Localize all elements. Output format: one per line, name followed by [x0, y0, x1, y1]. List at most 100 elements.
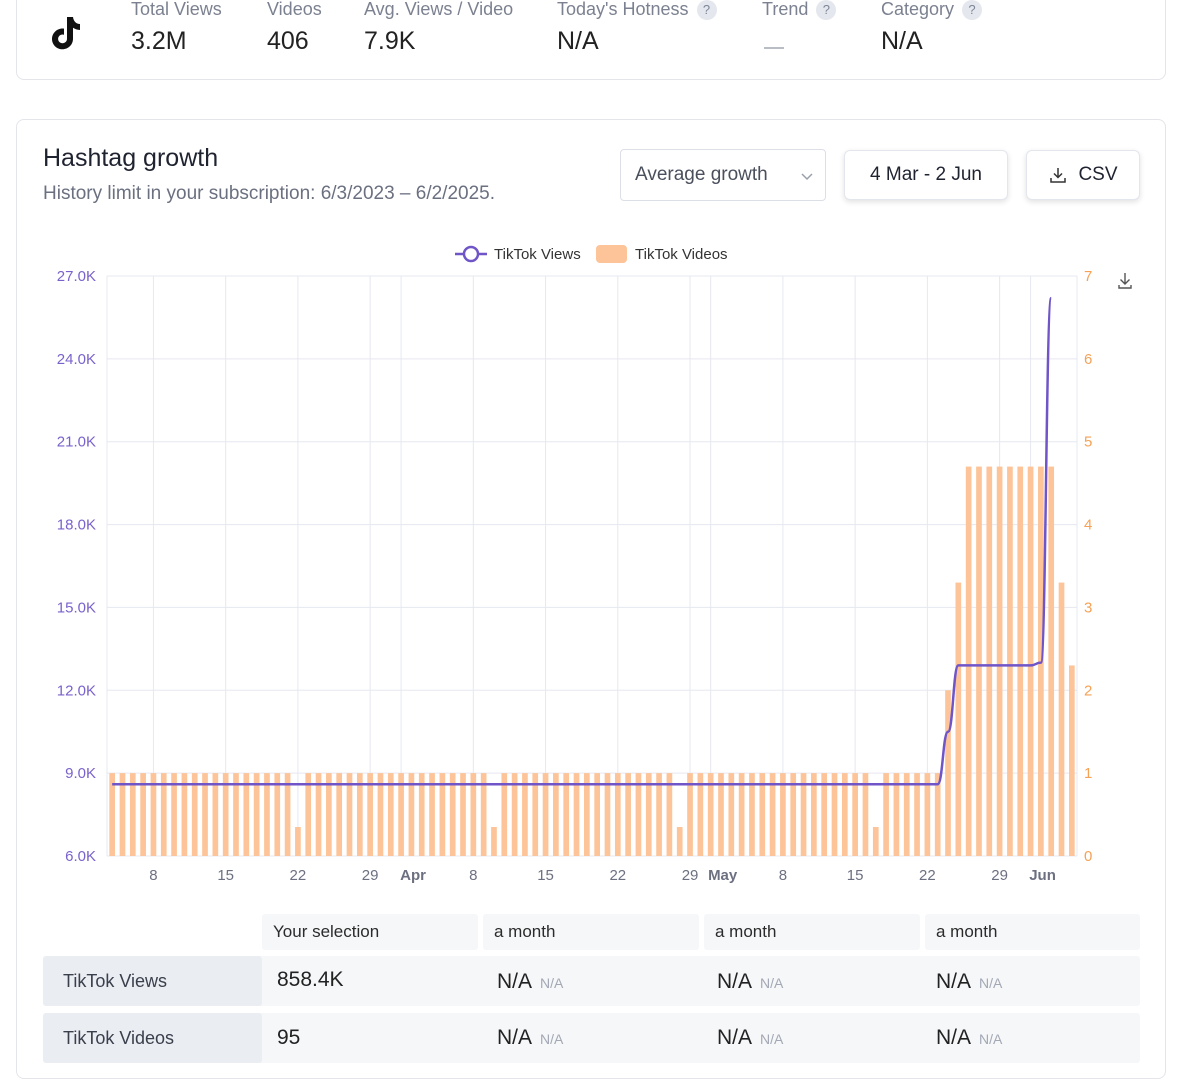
videos-bar: [460, 773, 466, 856]
cell-sub-value: N/A: [540, 975, 564, 991]
y-left-tick-label: 9.0K: [65, 765, 96, 782]
y-left-tick-label: 12.0K: [57, 682, 96, 699]
x-tick-label: 29: [362, 867, 379, 884]
videos-bar: [821, 773, 828, 856]
videos-bar: [356, 773, 363, 856]
row-selection-value: 95: [277, 1026, 301, 1049]
y-left-tick-label: 21.0K: [57, 434, 96, 451]
y-right-tick-label: 1: [1084, 765, 1092, 782]
help-icon[interactable]: ?: [696, 0, 717, 20]
stat-avg-views: Avg. Views / Video 7.9K: [364, 0, 513, 56]
csv-export-button[interactable]: CSV: [1026, 150, 1140, 200]
stat-label: Videos: [267, 0, 322, 19]
stat-value: N/A: [557, 27, 599, 55]
videos-bar: [315, 773, 322, 856]
videos-bar: [645, 773, 652, 856]
y-left-tick-label: 24.0K: [57, 351, 96, 368]
stat-label: Today's Hotness: [557, 0, 689, 19]
videos-bar: [284, 773, 291, 856]
videos-bar: [811, 773, 817, 856]
x-tick-label: 29: [991, 867, 1008, 884]
videos-bar: [470, 773, 477, 856]
date-range-button[interactable]: 4 Mar - 2 Jun: [844, 150, 1008, 200]
growth-chart: 6.0K 9.0K 12.0K 15.0K 18.0K 21.0K 24.0K 27.0K 0 1…: [57, 245, 1132, 884]
stat-value: N/A: [881, 27, 923, 55]
videos-bar: [862, 773, 869, 856]
videos-bar: [542, 773, 549, 856]
y-right-tick-label: 3: [1084, 599, 1092, 616]
y-right-tick-label: 6: [1084, 351, 1092, 368]
row-label: TikTok Videos: [43, 1013, 262, 1063]
videos-bar: [501, 773, 508, 856]
cell-value: N/A: [497, 1026, 533, 1049]
csv-label: CSV: [1078, 164, 1118, 185]
x-tick-label: Jun: [1029, 867, 1056, 884]
videos-bar: [738, 773, 745, 856]
videos-bar: [852, 773, 858, 856]
videos-bar: [759, 773, 766, 856]
history-limit-note: History limit in your subscription: 6/3/…: [43, 183, 496, 204]
cell-value: N/A: [497, 970, 533, 993]
growth-mode-value: Average growth: [635, 164, 768, 185]
videos-bar: [831, 773, 838, 856]
stat-hotness: Today's Hotness? N/A: [557, 0, 717, 56]
videos-bar: [728, 773, 735, 856]
videos-bar: [295, 827, 301, 856]
videos-bar: [387, 773, 394, 856]
stat-value: 7.9K: [364, 27, 416, 55]
y-left-tick-label: 6.0K: [65, 848, 96, 865]
cell-sub-value: N/A: [760, 975, 784, 991]
stat-category: Category? N/A: [881, 0, 983, 56]
videos-bar: [996, 466, 1003, 856]
videos-bar: [1048, 466, 1055, 856]
table-header: Your selection: [262, 914, 478, 950]
growth-mode-select[interactable]: Average growth: [620, 149, 826, 201]
videos-bar: [604, 773, 611, 856]
videos-bar: [749, 773, 755, 856]
cell-value: N/A: [717, 1026, 753, 1049]
x-tick-label: May: [708, 867, 738, 884]
videos-bar: [398, 773, 404, 856]
videos-bar: [171, 773, 177, 856]
videos-bar: [418, 773, 425, 856]
videos-bar: [656, 773, 662, 856]
table-header: a month: [704, 914, 920, 950]
chart-download-icon[interactable]: [1118, 273, 1132, 289]
videos-bar: [697, 773, 704, 856]
videos-bar: [614, 773, 621, 856]
y-left-tick-label: 27.0K: [57, 268, 96, 285]
videos-bar: [625, 773, 631, 856]
x-tick-label: Apr: [400, 867, 426, 884]
stat-label: Trend: [762, 0, 809, 19]
help-icon[interactable]: ?: [816, 0, 837, 20]
videos-bar: [965, 466, 972, 856]
stat-total-views: Total Views 3.2M: [131, 0, 222, 56]
videos-bar: [707, 773, 714, 856]
videos-bar: [666, 773, 673, 856]
table-header: a month: [483, 914, 699, 950]
cell-value: N/A: [936, 970, 972, 993]
videos-bar: [326, 773, 332, 856]
videos-bar: [119, 773, 126, 856]
videos-bar: [233, 773, 239, 856]
stat-trend: Trend?: [762, 0, 837, 56]
cell-sub-value: N/A: [979, 1031, 1003, 1047]
videos-bar: [150, 773, 157, 856]
videos-bar: [1069, 665, 1075, 856]
videos-bar: [934, 773, 941, 856]
videos-bar: [491, 827, 497, 856]
videos-bar: [1038, 466, 1044, 856]
videos-bar: [573, 773, 580, 856]
cell-sub-value: N/A: [540, 1031, 564, 1047]
cell-sub-value: N/A: [760, 1031, 784, 1047]
stat-value: [762, 27, 836, 56]
legend-views-marker: [462, 245, 480, 263]
videos-bar: [367, 773, 373, 856]
videos-bar: [181, 773, 188, 856]
videos-bar: [522, 773, 528, 856]
videos-bar: [511, 773, 518, 856]
videos-bar: [903, 773, 910, 856]
help-icon[interactable]: ?: [962, 0, 983, 20]
y-left-tick-label: 15.0K: [57, 599, 96, 616]
trend-dash-icon: [764, 47, 784, 49]
